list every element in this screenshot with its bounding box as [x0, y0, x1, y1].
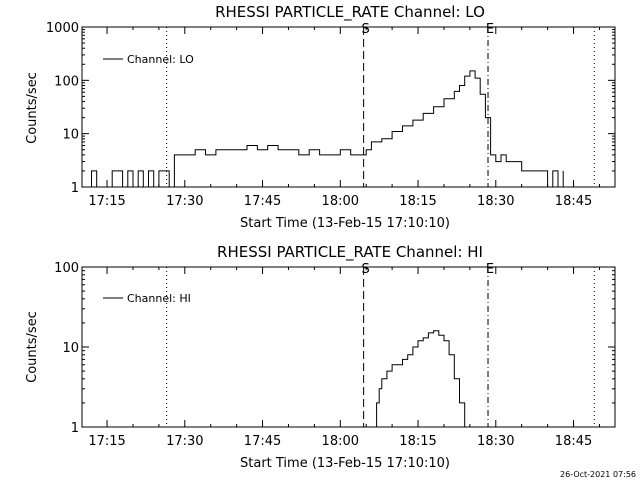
- chart-lo-ytick-label: 1000: [46, 21, 79, 36]
- chart-hi-xtick-label: 18:15: [399, 434, 436, 449]
- chart-lo-xtick-label: 18:45: [555, 194, 592, 209]
- chart-lo-frame: [81, 26, 616, 188]
- chart-hi-ylabel: Counts/sec: [25, 311, 40, 383]
- chart-hi-xlabel: Start Time (13-Feb-15 17:10:10): [240, 456, 450, 471]
- chart-hi-frame: [81, 266, 616, 428]
- chart-hi-series-line: [374, 330, 466, 428]
- chart-hi-title: RHESSI PARTICLE_RATE Channel: HI: [217, 243, 483, 262]
- chart-hi: RHESSI PARTICLE_RATE Channel: HI Counts/…: [25, 243, 616, 471]
- chart-hi-xtick-label: 18:30: [477, 434, 514, 449]
- chart-lo-xlabel: Start Time (13-Feb-15 17:10:10): [240, 216, 450, 231]
- chart-lo-xtick-label: 18:15: [399, 194, 436, 209]
- chart-lo-xtick-label: 17:30: [166, 194, 203, 209]
- chart-lo-series-line: [86, 70, 564, 188]
- chart-lo-xtick-label: 18:30: [477, 194, 514, 209]
- chart-hi-xtick-label: 18:45: [555, 434, 592, 449]
- chart-lo-ytick-label: 10: [62, 128, 79, 143]
- chart-lo-marker-label: S: [361, 22, 369, 37]
- chart-lo-ylabel: Counts/sec: [25, 72, 40, 144]
- chart-hi-legend: Channel: HI: [103, 292, 191, 305]
- chart-hi-marks: 1 10 100 17:15 17:30 17:45 18:00 18:15 18:30 18:4…: [54, 261, 616, 449]
- timestamp: 26-Oct-2021 07:56: [560, 470, 636, 479]
- chart-lo-ytick-label: 100: [54, 74, 79, 89]
- chart-lo-xtick-label: 17:15: [88, 194, 125, 209]
- chart-lo-xtick-label: 17:45: [244, 194, 281, 209]
- chart-hi-ytick-label: 1: [71, 421, 79, 436]
- chart-hi-ytick-label: 10: [62, 341, 79, 356]
- chart-lo-xtick-label: 18:00: [322, 194, 359, 209]
- chart-lo-legend: Channel: LO: [103, 53, 194, 66]
- chart-lo-marks: 1 10 100 1000 17:15 17:30 17:45 18:00 18:15 18:30…: [46, 21, 616, 209]
- chart-hi-marker-label: S: [361, 262, 369, 277]
- chart-hi-xtick-label: 18:00: [322, 434, 359, 449]
- chart-hi-xtick-label: 17:45: [244, 434, 281, 449]
- chart-hi-ytick-label: 100: [54, 261, 79, 276]
- chart-hi-xtick-label: 17:15: [88, 434, 125, 449]
- chart-lo-legend-label: Channel: LO: [127, 53, 194, 66]
- chart-lo-title: RHESSI PARTICLE_RATE Channel: LO: [215, 3, 485, 22]
- chart-lo: RHESSI PARTICLE_RATE Channel: LO Counts/…: [25, 3, 616, 231]
- chart-lo-ytick-label: 1: [71, 181, 79, 196]
- chart-hi-legend-label: Channel: HI: [127, 292, 191, 305]
- chart-lo-marker-label: E: [486, 22, 494, 37]
- chart-hi-xtick-label: 17:30: [166, 434, 203, 449]
- chart-hi-marker-label: E: [486, 262, 494, 277]
